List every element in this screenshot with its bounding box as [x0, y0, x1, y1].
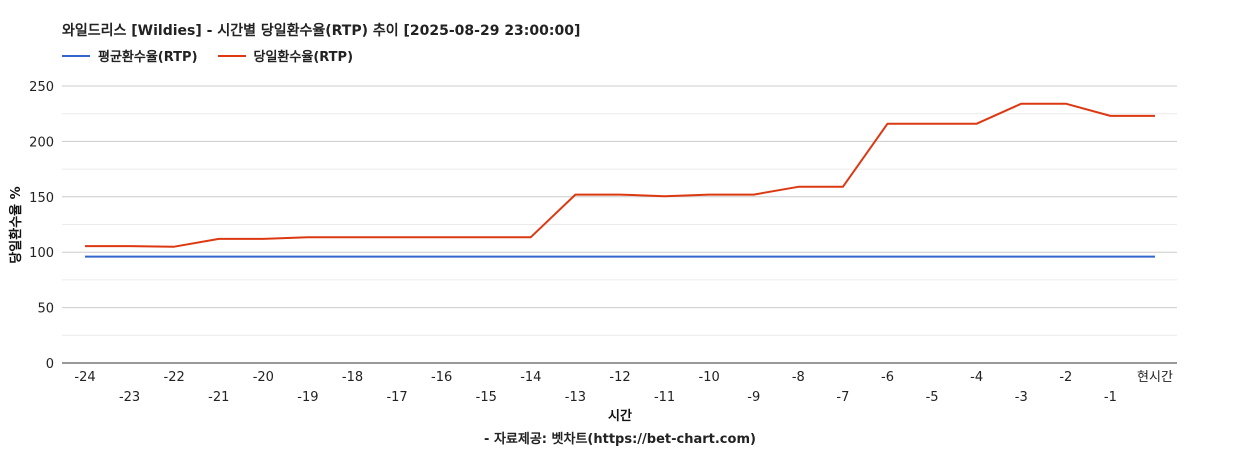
- y-tick-label: 50: [37, 302, 54, 317]
- x-tick-label: -8: [792, 370, 805, 385]
- legend-swatch-daily: [217, 54, 246, 57]
- chart-title: 와일드리스 [Wildies] - 시간별 당일환수율(RTP) 추이 [202…: [62, 23, 581, 39]
- y-tick-label: 250: [29, 80, 54, 95]
- x-tick-label: -14: [520, 370, 541, 385]
- x-tick-label: -22: [164, 370, 185, 385]
- x-tick-label: -2: [1059, 370, 1072, 385]
- series-line-daily: [85, 102, 1155, 248]
- legend-label-avg: 평균환수율(RTP): [98, 50, 198, 65]
- y-tick-label: 150: [29, 191, 54, 206]
- legend-swatch-avg: [62, 54, 90, 57]
- y-tick-label: 100: [29, 246, 54, 261]
- grid-lines: [62, 85, 1177, 364]
- x-tick-label: -10: [699, 370, 720, 385]
- y-tick-label: 0: [46, 357, 54, 372]
- x-tick-label: -23: [119, 390, 140, 405]
- x-tick-label: -18: [342, 370, 363, 385]
- x-tick-label: -1: [1104, 390, 1117, 405]
- legend-label-daily: 당일환수율(RTP): [253, 50, 354, 65]
- x-tick-label: -17: [386, 390, 407, 405]
- x-axis-ticks: -24 -23 -22 -21 -20 -19 -18 -17 -16 -15 -14 -13 -12 -…: [74, 370, 1173, 405]
- series-lines: [85, 102, 1155, 258]
- x-tick-label: 현시간: [1137, 370, 1173, 385]
- y-tick-label: 200: [29, 135, 54, 150]
- x-tick-label: -3: [1015, 390, 1028, 405]
- x-tick-label: -16: [431, 370, 452, 385]
- x-tick-label: -24: [74, 370, 95, 385]
- legend-item-avg[interactable]: 평균환수율(RTP): [62, 46, 198, 65]
- y-axis-ticks: 0 50 100 150 200 250: [29, 80, 54, 372]
- x-tick-label: -12: [609, 370, 630, 385]
- x-tick-label: -6: [881, 370, 894, 385]
- y-axis-title: 당일환수율 %: [8, 186, 24, 263]
- x-tick-label: -20: [253, 370, 274, 385]
- x-axis-title: 시간: [608, 408, 632, 424]
- x-tick-label: -19: [297, 390, 318, 405]
- x-tick-label: -15: [476, 390, 497, 405]
- x-tick-label: -21: [208, 390, 229, 405]
- source-credit: - 자료제공: 벳차트(https://bet-chart.com): [484, 432, 756, 447]
- x-tick-label: -9: [747, 390, 760, 405]
- x-tick-label: -7: [836, 390, 849, 405]
- x-tick-label: -13: [565, 390, 586, 405]
- x-tick-label: -4: [970, 370, 983, 385]
- legend-item-daily[interactable]: 당일환수율(RTP): [217, 46, 354, 65]
- legend: 평균환수율(RTP) 당일환수율(RTP): [62, 46, 373, 65]
- x-tick-label: -11: [654, 390, 675, 405]
- x-tick-label: -5: [926, 390, 939, 405]
